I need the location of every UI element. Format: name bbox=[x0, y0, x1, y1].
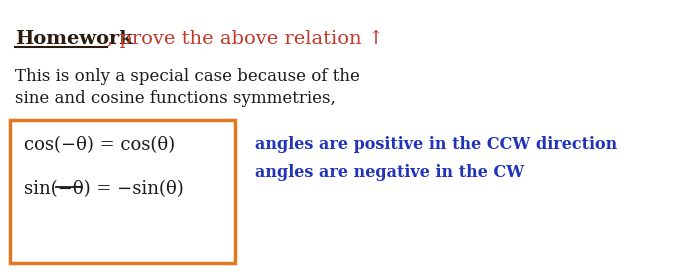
Text: cos(−θ) = cos(θ): cos(−θ) = cos(θ) bbox=[24, 136, 175, 154]
Text: angles are positive in the CCW direction: angles are positive in the CCW direction bbox=[255, 136, 617, 153]
Text: sin(−θ) = −sin(θ): sin(−θ) = −sin(θ) bbox=[24, 180, 184, 198]
Text: sine and cosine functions symmetries,: sine and cosine functions symmetries, bbox=[15, 90, 336, 107]
Text: angles are negative in the CW: angles are negative in the CW bbox=[255, 164, 524, 181]
Bar bbox=[10, 120, 235, 263]
Text: This is only a special case because of the: This is only a special case because of t… bbox=[15, 68, 360, 85]
Text: , prove the above relation ↑: , prove the above relation ↑ bbox=[107, 30, 384, 48]
Text: Homework: Homework bbox=[15, 30, 133, 48]
